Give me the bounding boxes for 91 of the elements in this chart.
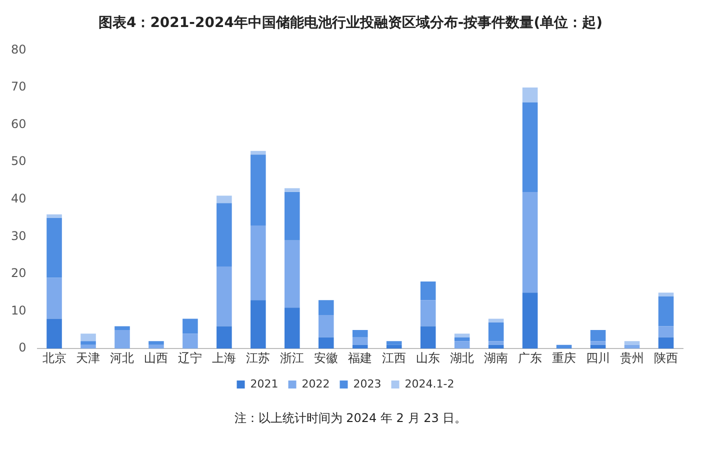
bar xyxy=(488,341,504,345)
x-tick-label: 安徽 xyxy=(314,350,338,365)
chart-title: 图表4：2021-2024年中国储能电池行业投融资区域分布-按事件数量(单位：起) xyxy=(97,14,604,33)
y-tick-label: 80 xyxy=(10,42,26,56)
y-tick-label: 70 xyxy=(10,80,26,94)
text: 注：以上统计时间为 2024 年 2 月 23 日。 xyxy=(233,410,468,427)
x-tick-label: 河北 xyxy=(110,350,134,365)
bar xyxy=(250,150,266,155)
bar xyxy=(522,192,538,293)
bar xyxy=(216,196,232,204)
x-tick-label: 湖南 xyxy=(484,350,508,365)
bar xyxy=(454,341,470,349)
bar xyxy=(590,341,606,345)
x-tick-label: 广东 xyxy=(518,350,542,365)
bar xyxy=(624,344,640,349)
x-tick-label: 浙江 xyxy=(280,350,304,365)
bar xyxy=(488,318,504,322)
bar xyxy=(352,330,368,338)
bar xyxy=(46,318,62,349)
bar xyxy=(250,154,266,226)
bar xyxy=(182,334,198,349)
bar xyxy=(488,344,504,349)
bar xyxy=(454,334,470,338)
bar xyxy=(216,203,232,267)
bar xyxy=(80,344,96,349)
bar xyxy=(284,308,300,349)
bar xyxy=(318,300,334,316)
bar xyxy=(80,341,96,345)
x-tick-label: 重庆 xyxy=(552,350,576,365)
x-tick-label: 福建 xyxy=(348,350,372,365)
bar xyxy=(658,337,674,349)
bar xyxy=(148,344,164,349)
bar xyxy=(114,330,130,349)
x-tick-label: 天津 xyxy=(76,350,100,365)
bar xyxy=(658,292,674,296)
bar xyxy=(250,226,266,300)
bar xyxy=(658,296,674,326)
x-tick-label: 贵州 xyxy=(620,350,644,365)
x-tick-label: 陕西 xyxy=(654,350,678,365)
bar xyxy=(522,88,538,102)
bar xyxy=(46,218,62,278)
y-tick-label: 0 xyxy=(18,340,26,355)
bar xyxy=(522,292,538,349)
bar xyxy=(590,330,606,342)
x-tick-label: 江西 xyxy=(382,350,406,365)
legend-label: 2023 xyxy=(353,377,382,390)
bar xyxy=(386,341,402,345)
x-tick-label: 山西 xyxy=(144,350,168,365)
y-tick-label: 20 xyxy=(10,266,26,280)
bar xyxy=(148,341,164,345)
y-tick-label: 60 xyxy=(10,116,26,131)
bar xyxy=(46,214,62,218)
bar xyxy=(318,315,334,338)
bar xyxy=(182,318,198,334)
bar xyxy=(352,337,368,345)
bar xyxy=(420,326,436,349)
bar xyxy=(250,300,266,349)
bar xyxy=(318,337,334,349)
bar xyxy=(80,334,96,342)
bar xyxy=(522,102,538,192)
bar xyxy=(216,326,232,349)
x-tick-label: 辽宁 xyxy=(178,350,202,365)
bar xyxy=(46,278,62,319)
x-tick-label: 山东 xyxy=(416,350,440,365)
bar xyxy=(590,344,606,349)
bar xyxy=(658,326,674,338)
bar xyxy=(352,344,368,349)
y-tick-label: 10 xyxy=(10,303,26,318)
bar xyxy=(386,344,402,349)
y-tick-label: 50 xyxy=(10,154,26,168)
x-tick-label: 四川 xyxy=(586,350,610,365)
bar xyxy=(420,300,436,326)
legend-label: 2021 xyxy=(250,377,278,390)
x-tick-label: 江苏 xyxy=(246,350,270,365)
bar xyxy=(624,341,640,345)
bar xyxy=(420,281,436,300)
y-tick-label: 30 xyxy=(10,228,26,243)
bar xyxy=(114,326,130,330)
bar xyxy=(284,192,300,240)
bar xyxy=(284,188,300,192)
x-tick-label: 北京 xyxy=(42,350,66,365)
bar xyxy=(556,344,572,349)
x-tick-label: 上海 xyxy=(212,350,236,365)
bar xyxy=(216,266,232,326)
legend-label: 2022 xyxy=(302,377,330,390)
legend-label: 2024.1-2 xyxy=(404,377,454,390)
x-tick-label: 湖北 xyxy=(450,350,474,365)
bar xyxy=(454,337,470,342)
y-tick-label: 40 xyxy=(10,192,26,206)
bar xyxy=(284,240,300,308)
bar xyxy=(488,322,504,342)
